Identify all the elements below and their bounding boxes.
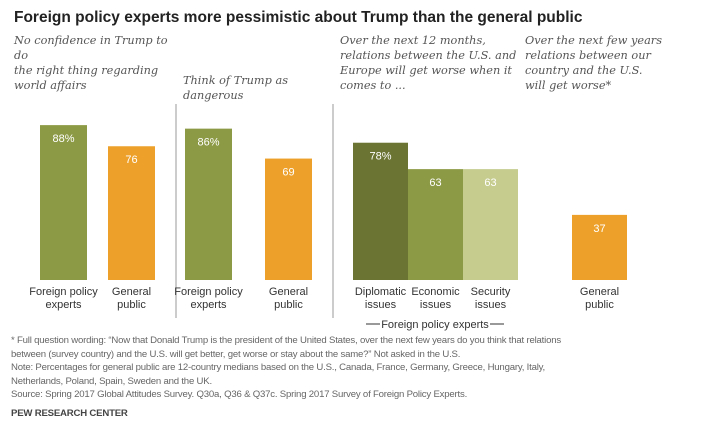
- category-label: Foreign policy experts: [29, 286, 98, 311]
- note-line: * Full question wording: “Now that Donal…: [11, 335, 561, 346]
- data-label: 63: [429, 177, 441, 189]
- data-label: 63: [484, 177, 496, 189]
- note-line: Note: Percentages for general public are…: [11, 362, 545, 374]
- data-label: 37: [593, 223, 605, 235]
- category-label: General public: [112, 286, 151, 311]
- bar: [353, 142, 408, 280]
- note-line: Source: Spring 2017 Global Attitudes Sur…: [11, 389, 468, 401]
- data-label: 86%: [197, 137, 219, 149]
- data-label: 78%: [369, 151, 391, 163]
- category-label: Economic issues: [411, 286, 460, 311]
- bar: [463, 169, 518, 280]
- panel-2-title: Think of Trump as dangerous: [183, 74, 288, 102]
- data-label: 88%: [52, 133, 74, 145]
- note-line: Netherlands, Poland, Spain, Sweden and t…: [11, 375, 212, 387]
- bar: [185, 128, 232, 280]
- category-label: General public: [580, 286, 619, 311]
- data-label: 69: [282, 167, 294, 179]
- category-label: Diplomatic issues: [355, 286, 407, 311]
- footnotes: * Full question wording: “Now that Donal…: [11, 334, 561, 402]
- bar: [40, 125, 87, 281]
- category-label: General public: [269, 286, 308, 311]
- data-label: 76: [125, 154, 137, 166]
- source-credit: PEW RESEARCH CENTER: [11, 408, 128, 419]
- panel-3-title: Over the next 12 months, relations betwe…: [340, 34, 517, 92]
- chart-title: Foreign policy experts more pessimistic …: [14, 9, 583, 26]
- category-label: Security issues: [471, 286, 511, 311]
- panel-1-title: No confidence in Trump to do the right t…: [14, 34, 168, 92]
- panel-4-title: Over the next few years relations betwee…: [525, 34, 663, 92]
- category-label: Foreign policy experts: [174, 286, 243, 311]
- note-line: between (survey country) and the U.S. wi…: [11, 348, 461, 360]
- group-label: Foreign policy experts: [381, 319, 489, 331]
- bar: [265, 158, 312, 280]
- bar: [108, 146, 155, 280]
- bar: [408, 169, 463, 280]
- bar: [572, 214, 627, 280]
